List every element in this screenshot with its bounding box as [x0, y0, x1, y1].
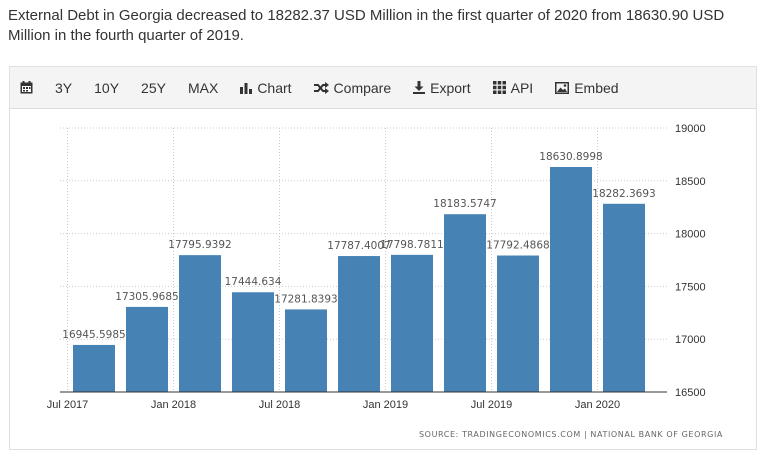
chart-type-button[interactable]: Chart — [240, 79, 292, 96]
download-icon — [413, 81, 426, 94]
bar — [73, 344, 115, 392]
bars: 16945.5985 17305.9685 17795.9392 17444.634 1… — [62, 151, 656, 392]
embed-label: Embed — [574, 79, 619, 96]
x-tick-label: Jan 2019 — [363, 399, 408, 411]
y-tick-label: 18000 — [675, 229, 706, 241]
y-tick-label: 16500 — [675, 387, 706, 399]
bar-value-label: 16945.5985 — [62, 329, 125, 341]
bar — [285, 309, 327, 392]
chart-type-label: Chart — [257, 79, 292, 96]
bar — [497, 255, 539, 392]
x-tick-label: Jan 2020 — [575, 399, 620, 411]
export-button[interactable]: Export — [413, 79, 471, 96]
x-tick-label: Jul 2018 — [259, 399, 301, 411]
image-icon — [555, 81, 570, 94]
calendar-icon — [20, 81, 33, 94]
bar — [126, 306, 168, 392]
source-note: SOURCE: TRADINGECONOMICS.COM | NATIONAL … — [419, 430, 723, 439]
bar — [444, 214, 486, 392]
compare-button[interactable]: Compare — [313, 79, 392, 96]
compare-label: Compare — [333, 79, 392, 96]
bar-value-label: 18282.3693 — [592, 188, 655, 200]
range-25y-button[interactable]: 25Y — [141, 79, 166, 96]
bar-value-label: 17281.8393 — [274, 293, 337, 305]
grid-icon — [492, 81, 506, 94]
bar-value-label: 18630.8998 — [539, 151, 602, 163]
range-3y-button[interactable]: 3Y — [55, 79, 73, 96]
bar — [338, 256, 380, 392]
calendar-button[interactable] — [20, 81, 33, 94]
bar-value-label: 17787.4007 — [327, 240, 390, 252]
y-tick-label: 17500 — [675, 281, 706, 293]
chart-toolbar: 3Y 10Y 25Y MAX Chart Compare Export — [10, 67, 756, 109]
bar-chart: 16945.598517305.968517795.939217444.6341… — [47, 123, 723, 439]
bar — [179, 255, 221, 392]
bar — [550, 166, 592, 392]
bar-value-label: 18183.5747 — [433, 198, 496, 210]
axes: 16500 17000 17500 18000 18500 19000 Jul 2017 Ja… — [47, 123, 706, 411]
bar-value-label: 17305.9685 — [115, 291, 178, 303]
bar-value-label: 17444.634 — [225, 276, 282, 288]
range-max-button[interactable]: MAX — [187, 79, 219, 96]
x-tick-label: Jan 2018 — [151, 399, 196, 411]
bar-value-label: 17795.9392 — [168, 239, 231, 251]
bar-value-label: 17798.7811 — [380, 239, 443, 251]
y-tick-label: 17000 — [675, 334, 706, 346]
bar — [232, 292, 274, 392]
x-tick-label: Jul 2019 — [471, 399, 513, 411]
bar — [391, 254, 433, 392]
y-tick-label: 18500 — [675, 176, 706, 188]
y-tick-label: 19000 — [675, 123, 706, 135]
bar — [603, 203, 645, 392]
api-button[interactable]: API — [492, 79, 534, 96]
embed-button[interactable]: Embed — [555, 79, 619, 96]
export-label: Export — [430, 79, 471, 96]
api-label: API — [510, 79, 534, 96]
chart-panel: 3Y 10Y 25Y MAX Chart Compare Export — [9, 66, 757, 450]
shuffle-icon — [313, 81, 329, 94]
bar-chart-icon — [240, 82, 253, 94]
range-10y-button[interactable]: 10Y — [94, 79, 120, 96]
headline: External Debt in Georgia decreased to 18… — [8, 7, 725, 44]
bar-value-label: 17792.4868 — [486, 240, 549, 252]
x-tick-label: Jul 2017 — [47, 399, 89, 411]
